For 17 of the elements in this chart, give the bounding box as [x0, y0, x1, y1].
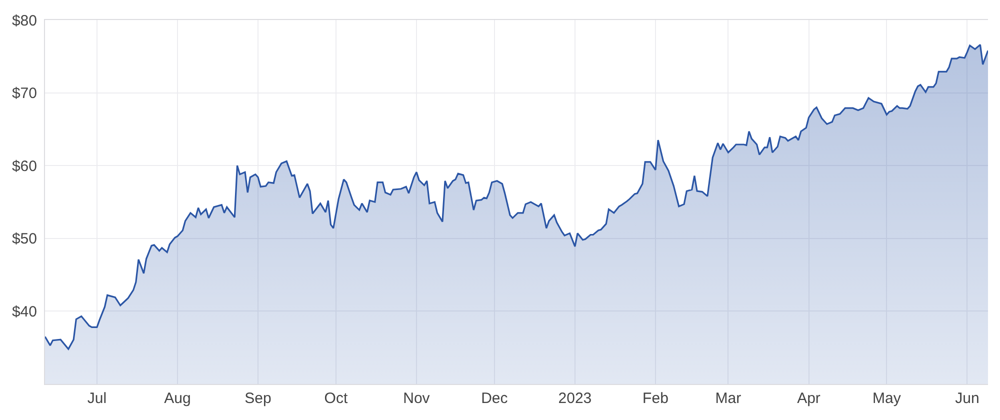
x-tick-label: Aug	[164, 390, 191, 407]
x-tick-label: Oct	[324, 390, 348, 407]
x-tick-label: Feb	[642, 390, 668, 407]
x-tick-label: Apr	[797, 390, 820, 407]
x-tick-label: Jun	[955, 390, 980, 407]
y-tick-label: $80	[12, 12, 37, 30]
x-tick-label: Sep	[244, 390, 272, 407]
x-tick-label: Mar	[715, 390, 742, 407]
x-tick-label: Dec	[481, 390, 508, 407]
x-tick-label: May	[872, 390, 902, 407]
x-tick-label: Nov	[403, 390, 430, 407]
y-tick-label: $50	[12, 230, 37, 248]
x-tick-label: Jul	[87, 390, 107, 407]
y-tick-label: $60	[12, 158, 37, 175]
y-tick-label: $70	[12, 85, 37, 102]
x-tick-label: 2023	[558, 390, 592, 407]
y-tick-label: $40	[12, 303, 37, 320]
